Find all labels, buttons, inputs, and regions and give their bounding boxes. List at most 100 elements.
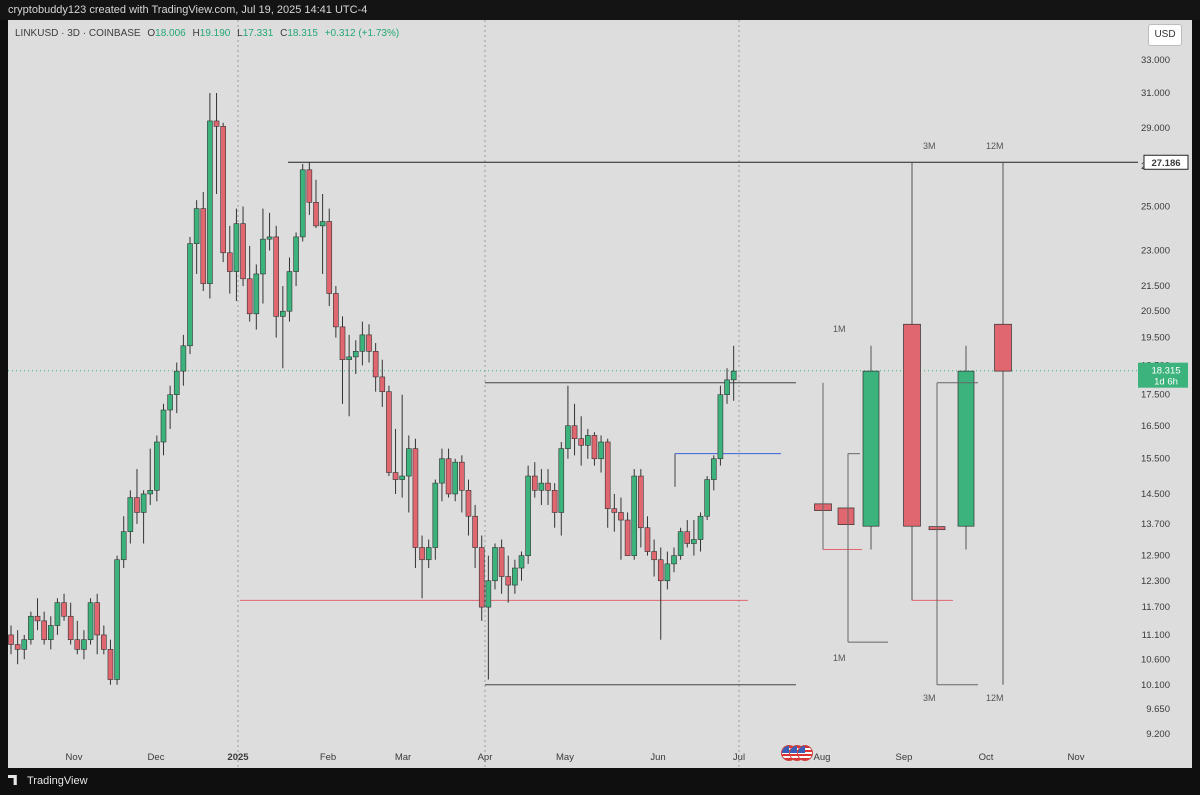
chart-pane[interactable]: 1M1M3M3M12M12M33.00031.00029.00027.00025… <box>8 20 1192 768</box>
candle-body[interactable] <box>412 448 419 548</box>
candle-body[interactable] <box>140 493 147 513</box>
candle-body[interactable] <box>472 515 478 548</box>
candle-body[interactable] <box>545 482 551 491</box>
candle-body[interactable] <box>293 236 299 272</box>
candle-body[interactable] <box>21 639 28 650</box>
candle-body[interactable] <box>445 458 452 495</box>
candle-body[interactable] <box>432 482 439 548</box>
candle-body[interactable] <box>220 126 226 254</box>
candle-body[interactable] <box>512 567 518 586</box>
candle-body[interactable] <box>213 120 220 127</box>
candle-body[interactable] <box>280 310 286 317</box>
candle-body[interactable] <box>399 475 405 480</box>
candle-body[interactable] <box>246 278 253 315</box>
candle-body[interactable] <box>226 252 233 272</box>
candle-body[interactable] <box>147 490 154 495</box>
candle-body[interactable] <box>677 531 684 556</box>
candle-body[interactable] <box>558 448 565 513</box>
candle-body[interactable] <box>207 120 213 284</box>
candle-body[interactable] <box>326 221 333 294</box>
candle-body[interactable] <box>127 497 134 532</box>
candle-body[interactable] <box>631 475 638 556</box>
candle-body[interactable] <box>339 326 346 361</box>
candle-body[interactable] <box>624 519 631 556</box>
candle-body[interactable] <box>671 555 677 565</box>
candle-body[interactable] <box>419 547 425 561</box>
currency-button[interactable]: USD <box>1148 24 1182 46</box>
projection-candle-body[interactable] <box>837 507 855 526</box>
candle-body[interactable] <box>107 649 114 680</box>
projection-candle-body[interactable] <box>994 323 1012 372</box>
candle-body[interactable] <box>485 580 492 608</box>
candle-body[interactable] <box>478 547 485 608</box>
candle-body[interactable] <box>299 169 306 238</box>
candle-body[interactable] <box>67 615 74 641</box>
candle-body[interactable] <box>439 458 445 484</box>
candle-body[interactable] <box>120 531 127 561</box>
candle-body[interactable] <box>465 490 472 517</box>
candle-body[interactable] <box>47 625 54 641</box>
candle-body[interactable] <box>306 169 313 203</box>
candle-body[interactable] <box>525 475 531 556</box>
candle-body[interactable] <box>333 293 339 328</box>
candle-body[interactable] <box>81 639 87 650</box>
candle-body[interactable] <box>518 555 525 569</box>
candle-body[interactable] <box>684 531 691 544</box>
candle-body[interactable] <box>359 334 366 352</box>
candle-body[interactable] <box>193 208 200 244</box>
candle-body[interactable] <box>313 201 319 227</box>
candle-body[interactable] <box>578 438 584 446</box>
candle-body[interactable] <box>531 475 538 491</box>
candle-body[interactable] <box>618 512 624 521</box>
candle-body[interactable] <box>260 238 266 275</box>
candle-body[interactable] <box>87 602 94 641</box>
candle-body[interactable] <box>697 515 704 540</box>
candle-body[interactable] <box>240 223 246 280</box>
candle-body[interactable] <box>319 221 326 227</box>
candle-body[interactable] <box>187 243 193 347</box>
candle-body[interactable] <box>54 602 61 626</box>
candle-body[interactable] <box>538 482 545 491</box>
candle-body[interactable] <box>286 271 293 312</box>
candle-body[interactable] <box>34 615 41 622</box>
candle-body[interactable] <box>611 508 618 513</box>
candle-body[interactable] <box>167 394 173 411</box>
candle-body[interactable] <box>591 435 598 460</box>
candle-body[interactable] <box>180 345 187 372</box>
candle-body[interactable] <box>101 634 107 650</box>
tradingview-logo[interactable]: TradingView <box>8 773 88 789</box>
candle-body[interactable] <box>346 356 352 361</box>
candle-body[interactable] <box>273 236 280 317</box>
candle-body[interactable] <box>8 634 14 645</box>
candle-body[interactable] <box>173 370 180 396</box>
candle-body[interactable] <box>134 497 140 513</box>
candle-body[interactable] <box>717 394 724 460</box>
projection-candle-body[interactable] <box>957 370 975 527</box>
projection-candle-body[interactable] <box>862 370 880 527</box>
candle-body[interactable] <box>730 370 737 381</box>
candle-body[interactable] <box>551 490 558 513</box>
candle-body[interactable] <box>253 273 260 315</box>
candle-body[interactable] <box>704 479 710 517</box>
candle-body[interactable] <box>425 547 432 561</box>
candle-body[interactable] <box>571 425 578 440</box>
candle-body[interactable] <box>74 639 81 650</box>
candle-body[interactable] <box>200 208 207 284</box>
candle-body[interactable] <box>114 559 120 680</box>
candle-body[interactable] <box>691 539 697 544</box>
candle-body[interactable] <box>657 559 664 582</box>
candle-body[interactable] <box>14 644 21 650</box>
projection-candle-body[interactable] <box>903 323 921 527</box>
candle-body[interactable] <box>266 236 273 240</box>
candle-body[interactable] <box>459 461 465 491</box>
candle-body[interactable] <box>585 435 591 446</box>
candle-body[interactable] <box>598 441 604 460</box>
candle-body[interactable] <box>392 472 399 480</box>
candle-body[interactable] <box>644 527 651 552</box>
candle-body[interactable] <box>160 409 167 443</box>
candle-body[interactable] <box>724 379 730 396</box>
candle-body[interactable] <box>352 351 359 358</box>
candle-body[interactable] <box>366 334 372 352</box>
price-chart[interactable]: 1M1M3M3M12M12M33.00031.00029.00027.00025… <box>8 20 1192 768</box>
candle-body[interactable] <box>405 448 412 477</box>
